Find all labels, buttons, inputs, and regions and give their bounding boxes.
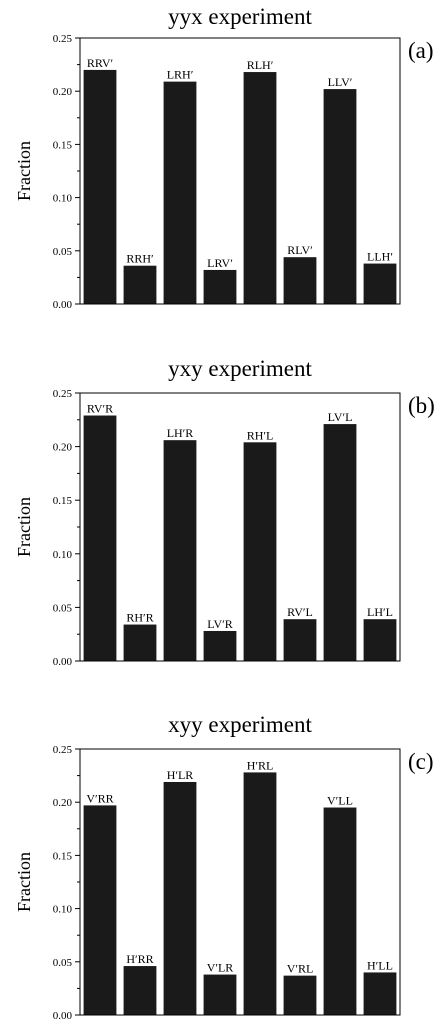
bar [83,69,117,304]
y-tick-label: 0.00 [53,299,73,311]
chart-title: yxy experiment [168,356,312,381]
bar [203,974,237,1015]
bar-label: H′RR [126,952,153,966]
bar-label: RLV′ [287,243,313,257]
panel-label: (a) [408,38,434,63]
bar-label: V′RR [86,791,113,805]
bar [243,772,277,1015]
y-axis-label: Fraction [14,141,34,201]
bar [283,619,317,661]
panel-label: (c) [408,749,434,774]
y-tick-label: 0.20 [53,797,73,809]
bar-label: LLH′ [367,250,393,264]
y-tick-label: 0.05 [53,246,73,258]
bar-label: RLH′ [247,58,274,72]
bar [83,415,117,661]
bar-label: RRV′ [87,56,114,70]
bar-label: RRH′ [126,252,154,266]
bar-label: V′RL [287,962,314,976]
bar-label: V′LR [207,961,234,975]
y-tick-label: 0.15 [53,850,73,862]
panel-label: (b) [408,393,435,418]
y-tick-label: 0.10 [53,193,73,205]
y-tick-label: 0.25 [53,744,73,756]
y-tick-label: 0.00 [53,656,73,668]
bar [83,805,117,1015]
y-tick-label: 0.05 [53,602,73,614]
y-tick-label: 0.15 [53,495,73,507]
y-tick-label: 0.25 [53,33,73,45]
bar [283,975,317,1015]
bar [163,440,197,661]
bar [363,263,397,304]
y-axis-label: Fraction [14,497,34,557]
chart-title: yyx experiment [168,4,312,29]
bar [203,630,237,661]
bar-label: LH′R [167,426,194,440]
chart-panel-2: yxy experiment (b) Fraction RV′R RH′R LH′R LV′… [14,356,435,668]
bar-label: RV′R [87,402,113,416]
bar-label: RV′L [287,605,313,619]
bar [203,269,237,304]
y-tick-label: 0.20 [53,442,73,454]
bar-label: H′RL [247,758,274,772]
bar-label: LRV′ [207,256,233,270]
y-tick-label: 0.10 [53,549,73,561]
bar-label: RH′R [126,611,153,625]
bar [123,265,157,304]
bar-label: LV′L [328,410,353,424]
bar-label: LLV′ [328,75,353,89]
bar [243,72,277,304]
bar [323,807,357,1015]
bar [123,966,157,1015]
y-tick-label: 0.00 [53,1010,73,1022]
bar [363,972,397,1015]
y-tick-label: 0.25 [53,388,73,400]
bar-label: H′LL [367,958,393,972]
bar-label: LRH′ [167,68,194,82]
bar-label: RH′L [247,428,274,442]
bar [163,781,197,1015]
y-axis-label: Fraction [14,852,34,912]
bar [363,619,397,661]
bar-label: LV′R [207,617,233,631]
bar [323,424,357,661]
bar [323,89,357,304]
bar-label: H′LR [167,768,194,782]
chart-panel-1: yyx experiment (a) Fraction RRV′ RRH′ LRH′ LRV… [14,4,434,311]
y-tick-label: 0.10 [53,904,73,916]
bar [123,624,157,661]
chart-title: xyy experiment [168,712,312,737]
bar [163,81,197,305]
chart-panel-3: xyy experiment (c) Fraction V′RR H′RR H′LR V′L… [14,712,434,1022]
bar-label: V′LL [327,794,353,808]
bar [283,257,317,304]
bar-label: LH′L [367,605,393,619]
y-tick-label: 0.20 [53,86,73,98]
y-tick-label: 0.05 [53,957,73,969]
y-tick-label: 0.15 [53,139,73,151]
bar [243,442,277,661]
